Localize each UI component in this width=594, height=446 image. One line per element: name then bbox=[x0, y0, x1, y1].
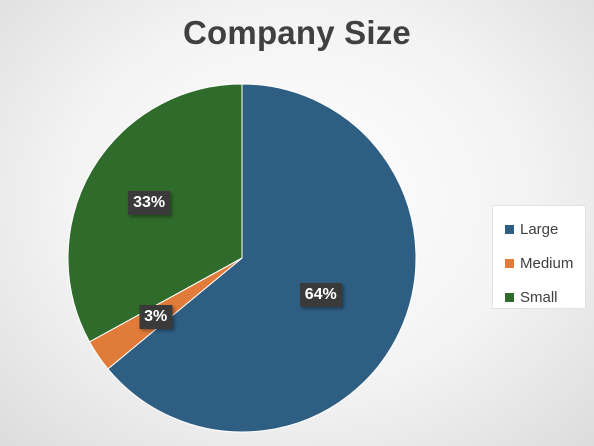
legend-label-small: Small bbox=[520, 288, 558, 306]
legend: Large Medium Small bbox=[492, 205, 586, 309]
legend-label-large: Large bbox=[520, 220, 559, 238]
pie-slice-large bbox=[107, 83, 417, 433]
legend-label-medium: Medium bbox=[520, 254, 574, 272]
data-label-large: 64% bbox=[299, 283, 342, 308]
legend-item-large: Large bbox=[505, 212, 585, 246]
legend-swatch-medium bbox=[505, 258, 514, 268]
legend-item-small: Small bbox=[505, 280, 585, 314]
legend-swatch-large bbox=[505, 224, 514, 234]
data-label-medium: 3% bbox=[139, 304, 173, 329]
legend-item-medium: Medium bbox=[505, 246, 585, 280]
legend-swatch-small bbox=[505, 292, 514, 302]
data-label-small: 33% bbox=[128, 191, 171, 216]
chart-title: Company Size bbox=[183, 14, 411, 51]
